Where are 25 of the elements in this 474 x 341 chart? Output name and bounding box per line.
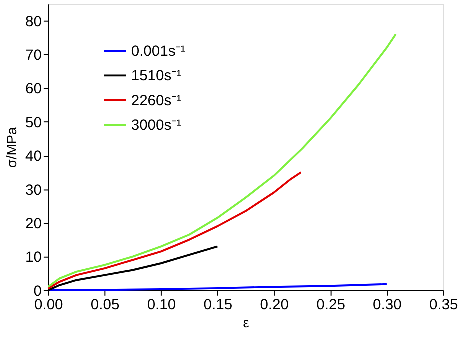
legend-label: 0.001s⁻¹ (131, 44, 186, 60)
y-tick-label: 60 (26, 82, 42, 98)
y-tick-label: 80 (26, 14, 42, 30)
x-tick-label: 0.25 (316, 298, 346, 314)
legend-label: 3000s⁻¹ (131, 118, 182, 134)
y-tick-label: 70 (26, 48, 42, 64)
y-tick-label: 10 (26, 250, 42, 266)
line-series (47, 283, 388, 292)
x-tick-label: 0.05 (90, 298, 120, 314)
y-tick-label: 0 (34, 284, 42, 300)
x-tick-label: 0.30 (373, 298, 402, 314)
line-series (47, 33, 397, 288)
legend-label: 1510s⁻¹ (131, 68, 182, 85)
y-tick-label: 30 (26, 182, 42, 199)
x-tick-label: 0.20 (260, 298, 289, 314)
x-tick-label: 0.00 (34, 298, 64, 314)
y-axis-title: σ/MPa (4, 127, 20, 168)
y-tick-label: 50 (26, 115, 42, 132)
y-tick-label: 40 (26, 149, 42, 166)
legend-label: 2260s⁻¹ (131, 93, 182, 110)
x-axis-title: ε (243, 314, 250, 330)
x-tick-label: 0.15 (204, 298, 233, 314)
x-tick-label: 0.10 (147, 298, 176, 314)
x-tick-label: 0.35 (429, 298, 458, 314)
y-tick-label: 20 (26, 216, 42, 233)
